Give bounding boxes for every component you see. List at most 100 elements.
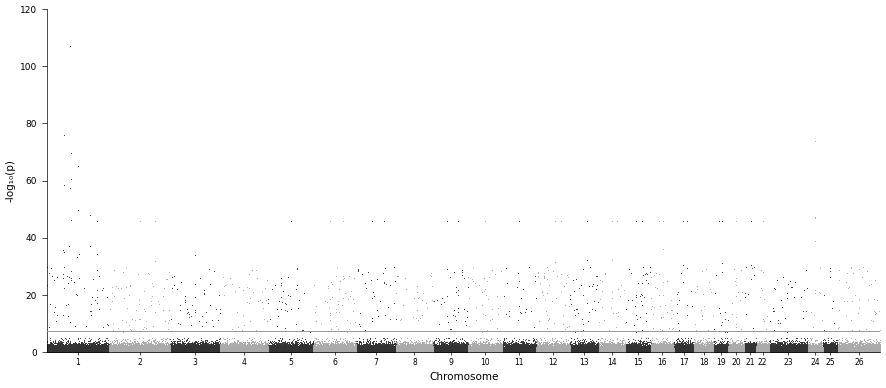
Point [692,346,706,352]
Point [307,348,321,354]
Point [136,349,151,355]
Point [676,349,690,355]
Point [203,348,217,354]
Point [65,348,79,354]
Point [83,349,97,355]
Point [516,349,530,355]
Point [735,349,750,355]
Point [299,349,314,355]
Point [208,348,222,355]
Point [559,349,573,355]
Point [436,347,450,353]
Point [298,348,312,355]
Point [316,348,330,354]
Point [806,345,820,351]
Point [135,348,149,354]
Point [325,348,339,354]
Point [583,349,597,355]
Point [433,348,447,355]
Point [650,349,664,355]
Point [295,348,309,355]
Point [761,348,775,355]
Point [374,347,388,353]
Point [101,347,115,353]
Point [393,349,408,355]
Point [367,349,381,355]
Point [602,348,616,354]
Point [804,348,818,354]
Point [749,348,763,354]
Point [41,348,55,354]
Point [864,349,878,355]
Point [611,346,626,352]
Point [397,349,411,355]
Point [338,348,353,355]
Point [404,348,418,355]
Point [53,346,67,352]
Point [413,347,427,353]
Point [211,345,225,352]
Point [308,349,323,355]
Point [583,348,597,355]
Point [484,348,498,354]
Point [98,340,113,346]
Point [92,349,106,355]
Point [317,348,331,354]
Point [827,348,841,355]
Point [441,349,455,355]
Point [550,347,564,353]
Point [478,349,493,355]
Point [563,348,577,354]
Point [513,345,527,351]
Point [60,347,74,353]
Point [167,346,182,352]
Point [392,346,407,353]
Point [136,348,150,354]
Point [201,347,215,353]
Point [214,345,228,352]
Point [609,348,623,354]
Point [345,348,359,354]
Point [225,346,239,352]
Point [728,348,742,354]
Point [243,346,257,352]
Point [301,348,315,354]
Point [845,348,859,354]
Point [493,349,507,355]
Point [743,349,758,355]
Point [182,348,196,354]
Point [158,347,172,353]
Point [370,349,385,355]
Point [664,349,679,355]
Point [300,348,315,355]
Point [483,347,497,353]
Point [430,345,444,351]
Point [679,349,693,355]
Point [397,349,411,355]
Point [446,349,460,355]
Point [218,349,232,355]
Point [295,346,309,353]
Point [109,347,123,353]
Point [361,348,376,354]
Point [190,348,204,354]
Point [221,349,235,355]
Point [743,348,758,355]
Point [461,349,475,355]
Point [553,348,567,355]
Point [820,347,834,353]
Point [194,349,208,355]
Point [513,348,527,355]
Point [533,344,548,350]
Point [221,348,235,354]
Point [790,349,804,355]
Point [307,347,321,353]
Point [810,348,824,355]
Point [92,349,106,355]
Point [154,345,168,351]
Point [601,345,615,351]
Point [831,348,845,355]
Point [856,348,870,354]
Point [743,346,758,352]
Point [136,348,151,355]
